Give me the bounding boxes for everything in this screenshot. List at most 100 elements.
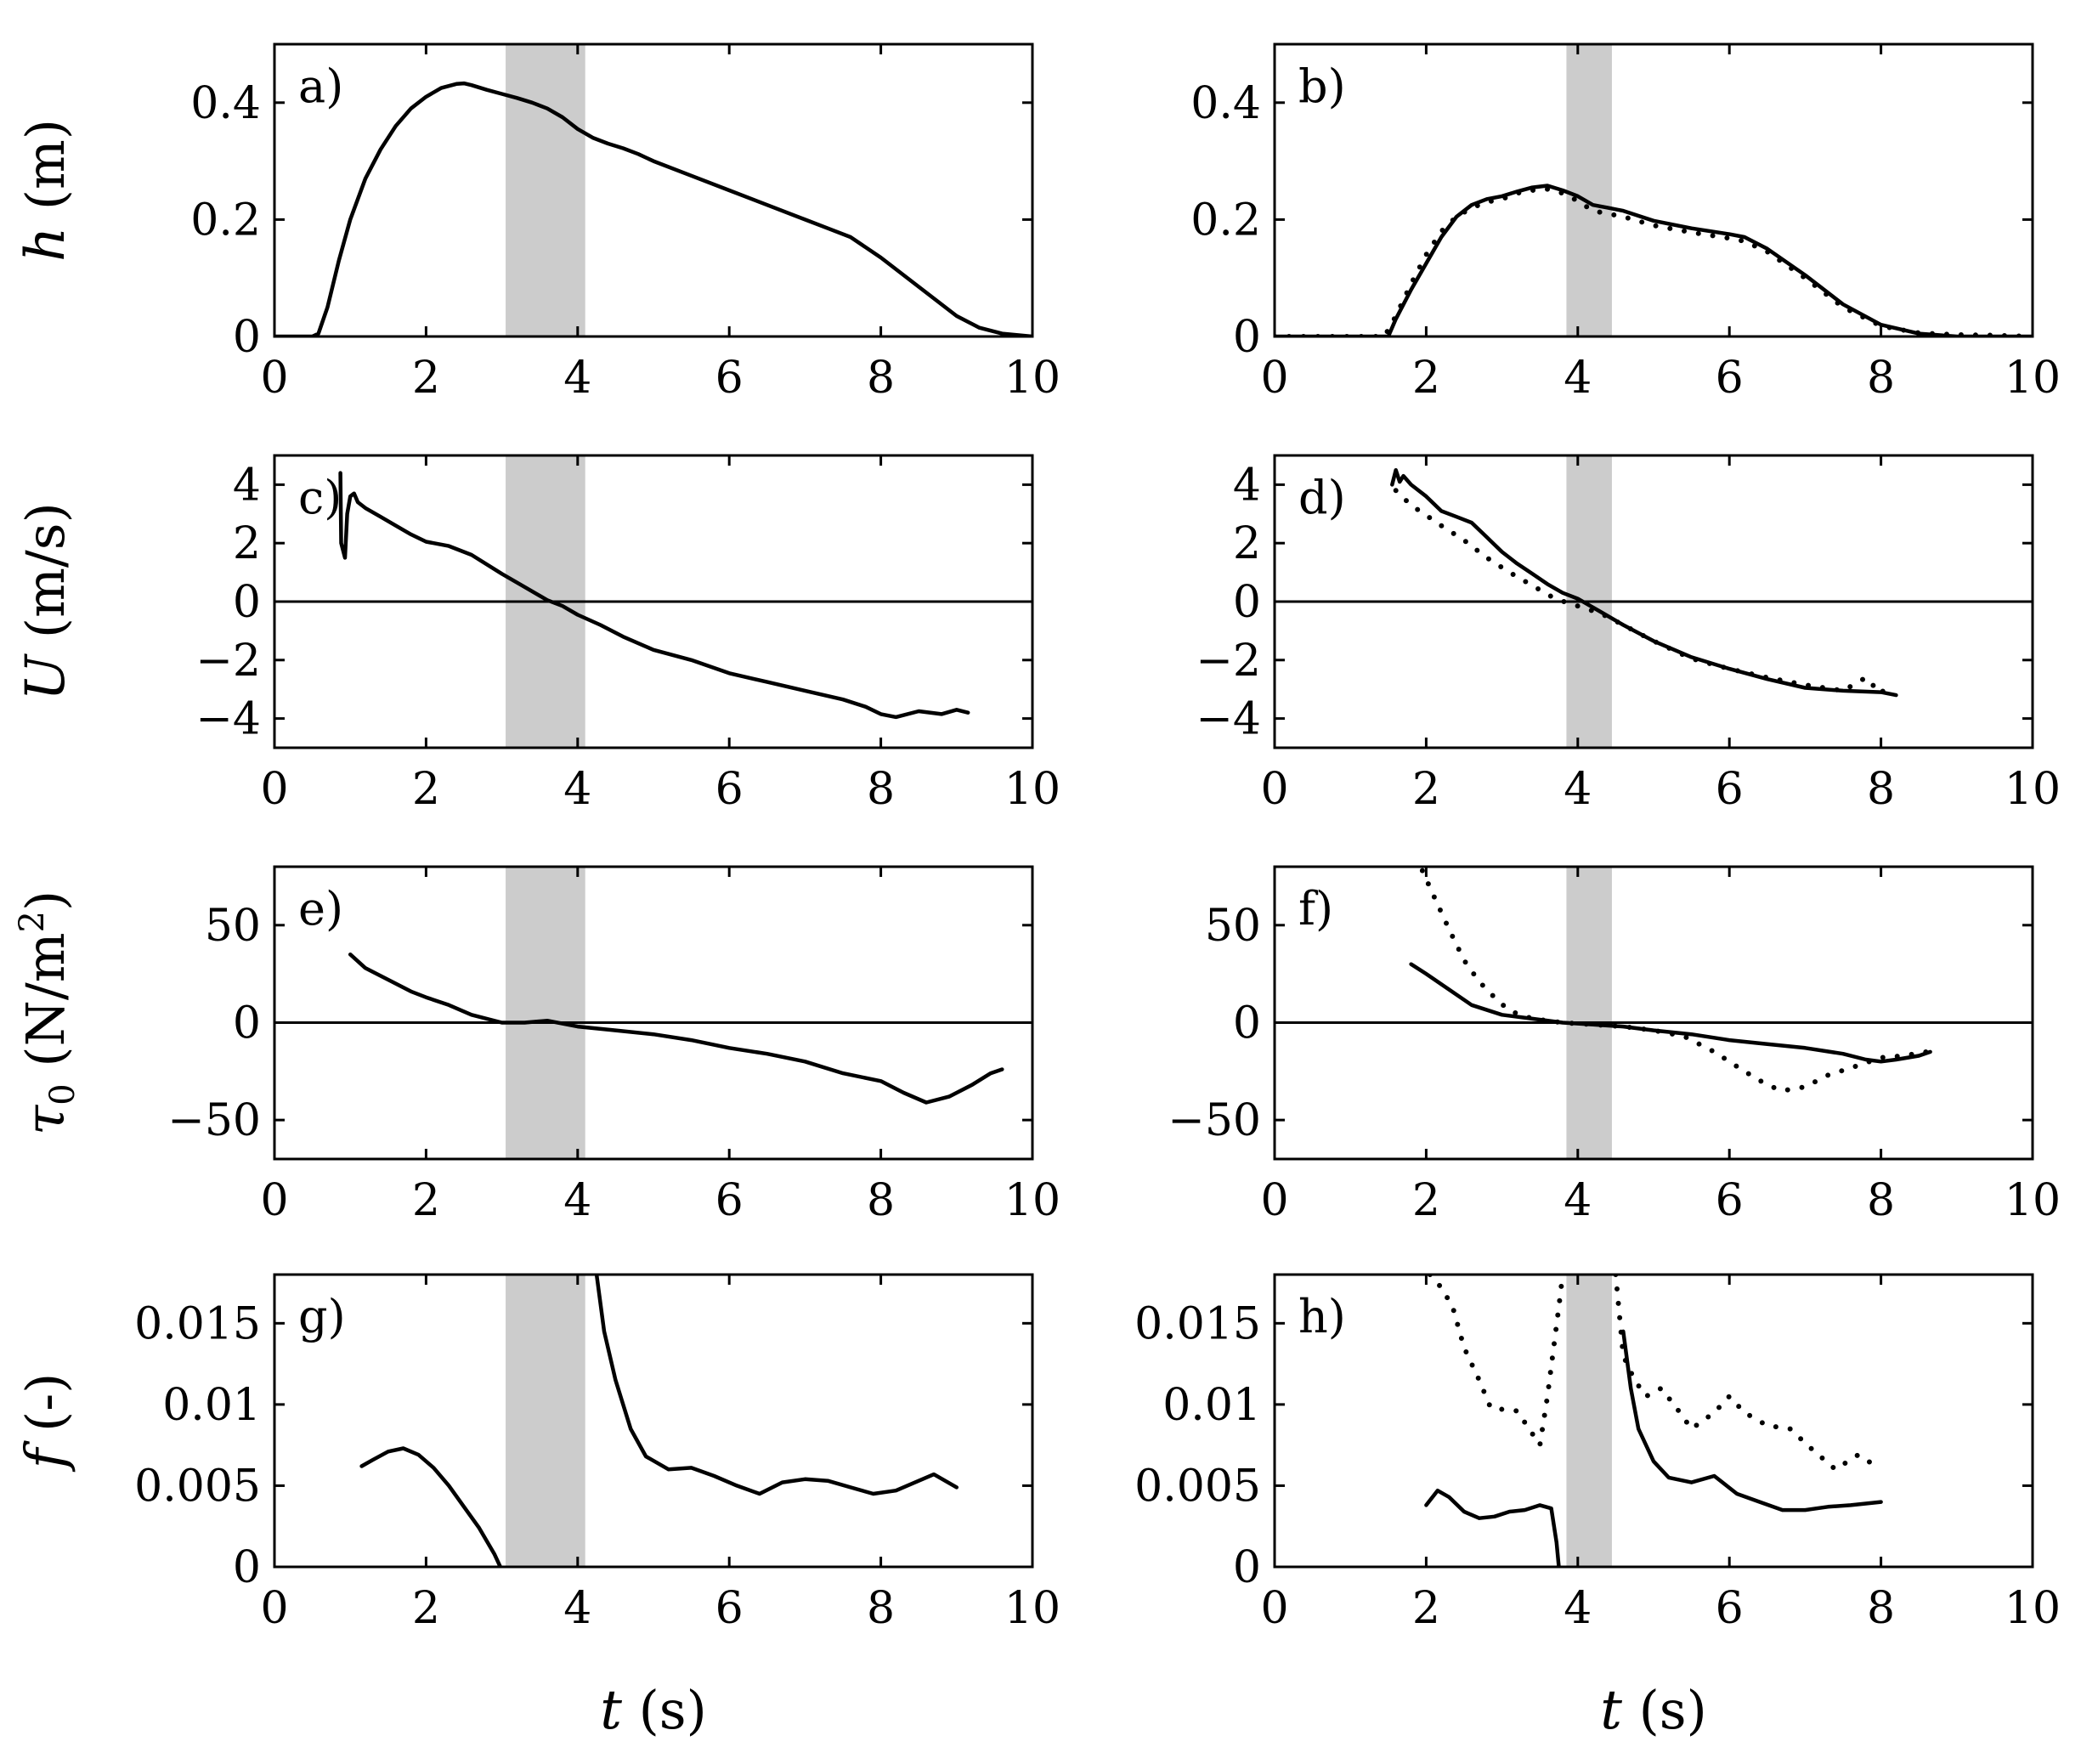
panel-label: h) [1298, 1290, 1346, 1343]
axes-frame [1273, 42, 2034, 338]
shaded-interval [1566, 44, 1612, 336]
x-tick-label: 4 [1564, 353, 1592, 404]
x-tick-label: 6 [1716, 764, 1744, 815]
x-tick-label: 8 [1867, 353, 1895, 404]
y-tick-label: 0 [233, 998, 261, 1049]
axes-frame [273, 42, 1034, 338]
y-tick-label: 0.005 [134, 1461, 261, 1512]
panel-label: a) [298, 59, 343, 113]
x-tick-label: 6 [715, 1175, 744, 1226]
shaded-interval [1566, 867, 1612, 1159]
x-tick-label: 6 [1716, 353, 1744, 404]
x-tick-label: 2 [412, 353, 440, 404]
x-tick-label: 10 [1004, 353, 1060, 404]
x-tick-label: 10 [1004, 764, 1060, 815]
x-tick-label: 2 [412, 1175, 440, 1226]
series-solid [274, 81, 1032, 336]
y-axis-unit: (m/s) [14, 502, 76, 655]
y-axis-unit: (-) [14, 1373, 76, 1449]
x-tick-label: 10 [2005, 1583, 2061, 1634]
panel-label: c) [298, 471, 342, 524]
x-axis-unit: (s) [1622, 1679, 1707, 1741]
y-tick-label: 0.015 [1134, 1298, 1261, 1349]
y-tick-label: 0.005 [1134, 1461, 1261, 1512]
panel-label: d) [1298, 471, 1346, 524]
x-axis-label: t (s) [600, 1679, 707, 1742]
x-tick-label: 8 [867, 353, 895, 404]
y-tick-label: 0 [1233, 577, 1261, 628]
y-tick-label: 0.4 [190, 78, 261, 129]
x-tick-label: 10 [1004, 1175, 1060, 1226]
series-dotted-b [1613, 1275, 1884, 1473]
y-axis-symbol: U [14, 653, 77, 701]
y-axis-label: U (m/s) [14, 502, 77, 701]
x-tick-label: 6 [715, 764, 744, 815]
series-solid [1409, 962, 1932, 1064]
x-tick-label: 0 [1260, 1583, 1288, 1634]
x-tick-label: 4 [563, 1583, 591, 1634]
axes-frame [273, 1273, 1034, 1569]
x-tick-label: 4 [1564, 764, 1592, 815]
panel-d: 0 2 4 6 8 10 −4 −2 0 2 4 d) [1196, 454, 2061, 815]
y-tick-label: −50 [167, 1095, 261, 1146]
y-axis-unit-end: ) [14, 890, 76, 911]
panel-a: 0 2 4 6 8 10 0 0.2 0.4 a) h (m) [14, 42, 1060, 404]
series-solid [359, 1446, 503, 1567]
x-axis-unit: (s) [622, 1679, 707, 1741]
x-tick-label: 0 [1260, 1175, 1288, 1226]
y-tick-label: 0 [1233, 312, 1261, 363]
panel-label: f) [1298, 882, 1333, 936]
x-tick-label: 0 [260, 1175, 288, 1226]
y-tick-label: −50 [1168, 1095, 1261, 1146]
y-tick-label: 4 [233, 460, 261, 511]
panel-g: 0 2 4 6 8 10 0 0.005 0.01 0.015 g) f (-) t (s) [14, 1273, 1060, 1742]
x-axis-label: t (s) [1600, 1679, 1707, 1742]
y-tick-label: 0.2 [1190, 195, 1261, 246]
shaded-interval [506, 867, 585, 1159]
series-solid-b [594, 1275, 959, 1496]
panel-f: 0 2 4 6 8 10 −50 0 50 f) [1168, 865, 2061, 1226]
y-tick-label: 4 [1233, 460, 1261, 511]
x-tick-label: 4 [563, 353, 591, 404]
y-tick-label: 50 [205, 901, 261, 952]
x-tick-label: 8 [1867, 1583, 1895, 1634]
y-tick-label: 50 [1205, 901, 1261, 952]
y-tick-label: 0 [233, 312, 261, 363]
x-tick-label: 4 [1564, 1175, 1592, 1226]
shaded-interval [1566, 1275, 1612, 1567]
y-axis-symbol: h [14, 227, 77, 262]
series-solid [1275, 184, 2033, 336]
panel-label: e) [298, 882, 343, 936]
y-tick-label: 0 [1233, 998, 1261, 1049]
shaded-interval [506, 44, 585, 336]
x-tick-label: 10 [2005, 764, 2061, 815]
x-tick-label: 2 [1412, 764, 1440, 815]
series-solid [1424, 1488, 1561, 1567]
axes-frame [1273, 865, 2034, 1161]
y-tick-label: −4 [1196, 694, 1261, 745]
y-axis-symbol: τ [14, 1104, 77, 1135]
panel-c: 0 2 4 6 8 10 −4 −2 0 2 4 c) U (m/s) [14, 454, 1060, 815]
x-tick-label: 2 [1412, 1583, 1440, 1634]
series-dotted [1427, 1275, 1565, 1448]
y-tick-label: −2 [1196, 636, 1261, 687]
panel-label: b) [1298, 59, 1346, 113]
y-tick-label: 0 [233, 577, 261, 628]
x-tick-label: 6 [715, 353, 744, 404]
shaded-interval [506, 1275, 585, 1567]
y-tick-label: −2 [195, 636, 261, 687]
series-dotted [1275, 186, 2033, 336]
x-tick-label: 0 [1260, 353, 1288, 404]
y-axis-label: h (m) [14, 119, 77, 262]
panel-b: 0 2 4 6 8 10 0 0.2 0.4 b) [1190, 42, 2061, 404]
x-axis-symbol: t [600, 1679, 622, 1742]
x-tick-label: 6 [1716, 1583, 1744, 1634]
x-tick-label: 8 [867, 1583, 895, 1634]
y-tick-label: 0.01 [162, 1380, 261, 1431]
x-tick-label: 0 [1260, 764, 1288, 815]
y-axis-superscript: 2 [13, 911, 52, 932]
x-tick-label: 2 [1412, 353, 1440, 404]
series-solid [348, 952, 1004, 1105]
x-tick-label: 10 [1004, 1583, 1060, 1634]
